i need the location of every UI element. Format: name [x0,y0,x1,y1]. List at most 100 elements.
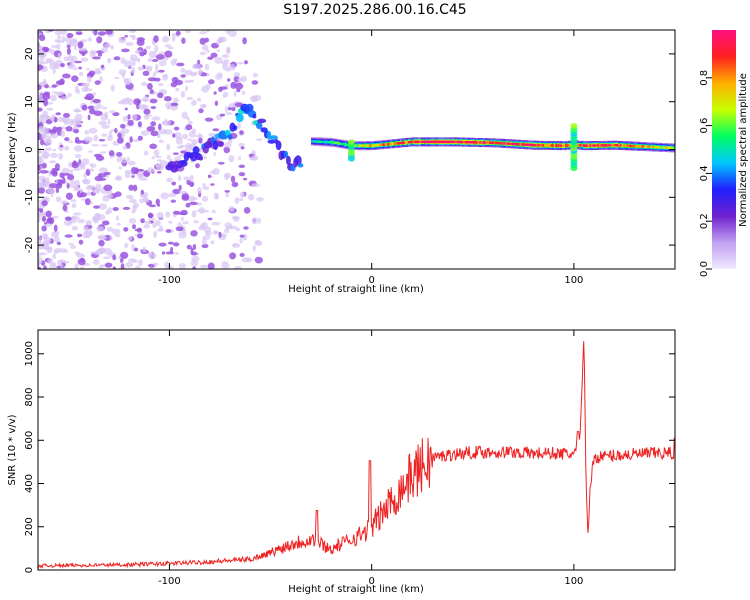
noise-speckle [190,251,198,256]
ridge-cell [513,142,516,146]
ridge-cell [657,146,660,149]
ridge-cell [383,143,386,146]
noise-speckle [104,262,113,268]
noise-speckle [52,148,57,152]
ridge-cell [594,144,597,147]
noise-speckle [40,61,49,65]
noise-speckle [214,74,223,80]
ridge-cell [456,140,459,144]
noise-speckle [129,136,133,143]
noise-speckle [66,47,71,55]
noise-speckle [42,211,46,216]
ridge-cell [537,144,540,147]
noise-speckle [202,182,207,190]
ridge-cell [500,142,503,145]
noise-speckle [68,242,74,246]
ridge-cell [665,146,668,149]
colorbar-label: Normalized spectral amplitude [738,73,749,227]
ridge-cell [372,144,375,147]
noise-speckle [135,265,141,269]
ridge-cell [566,144,569,147]
noise-speckle [66,182,70,189]
ridge-cell [555,144,558,147]
onset-ridge-blob [245,103,254,113]
ridge-cell [393,142,396,145]
ridge-cell [587,144,590,147]
ridge-cell [518,143,521,146]
noise-speckle [38,236,42,240]
onset-ridge-blob [256,122,263,130]
noise-speckle [112,266,116,269]
noise-speckle [92,56,101,60]
onset-ridge-blob [176,164,183,169]
noise-speckle [237,61,244,65]
noise-speckle [112,112,120,117]
ridge-cell [480,141,483,144]
noise-speckle [74,263,79,269]
noise-speckle [161,251,166,255]
y-tick-label: 20 [24,48,35,61]
noise-speckle [178,263,186,269]
noise-speckle [91,187,101,194]
noise-speckle [78,239,84,245]
ridge-cell [547,144,550,147]
noise-speckle [109,110,116,114]
ridge-cell [432,140,435,144]
noise-speckle [89,230,93,236]
noise-speckle [86,67,90,71]
noise-speckle [140,130,150,136]
ridge-cell [563,144,566,147]
noise-speckle [121,72,125,79]
ridge-cell [654,145,656,149]
ridge-cell [357,144,360,147]
noise-speckle [173,132,182,139]
colorbar-tick-label: 0.4 [699,165,710,181]
snr-background [38,330,675,570]
onset-ridge-blob [252,113,257,119]
noise-speckle [42,110,49,118]
noise-speckle [118,166,122,170]
noise-speckle [237,122,242,130]
noise-speckle [88,150,93,153]
noise-speckle [185,202,191,208]
noise-speckle [38,155,42,161]
noise-speckle [234,82,244,90]
noise-speckle [246,257,253,263]
ridge-cell [409,140,412,144]
noise-speckle [94,80,101,85]
noise-speckle [129,54,138,61]
noise-speckle [98,120,108,126]
ridge-cell [582,144,585,147]
noise-speckle [132,60,136,67]
noise-speckle [192,244,197,250]
noise-speckle [156,212,164,219]
noise-speckle [102,256,111,260]
noise-speckle [206,49,210,53]
noise-speckle [66,44,71,49]
noise-speckle [42,133,48,138]
ridge-cell [412,140,415,144]
noise-speckle [240,146,245,150]
noise-speckle [41,225,47,232]
noise-speckle [238,198,244,202]
onset-ridge-blob [227,134,233,140]
ridge-cell [442,140,444,144]
noise-speckle [89,108,96,115]
ridge-cell [522,143,525,146]
noise-speckle [210,52,218,58]
onset-ridge-blob [267,139,276,144]
ridge-cell [390,142,393,146]
noise-speckle [147,167,155,174]
noise-speckle [158,60,167,67]
noise-speckle [85,185,93,191]
noise-speckle [228,64,236,71]
noise-speckle [148,252,157,260]
onset-ridge-blob [170,165,179,173]
ridge-cell [451,140,454,144]
snr-frame [37,329,676,571]
noise-speckle [38,64,44,70]
ridge-cell [477,141,480,144]
onset-ridge-blob [189,151,198,162]
noise-speckle [105,30,113,35]
noise-speckle [112,254,116,261]
